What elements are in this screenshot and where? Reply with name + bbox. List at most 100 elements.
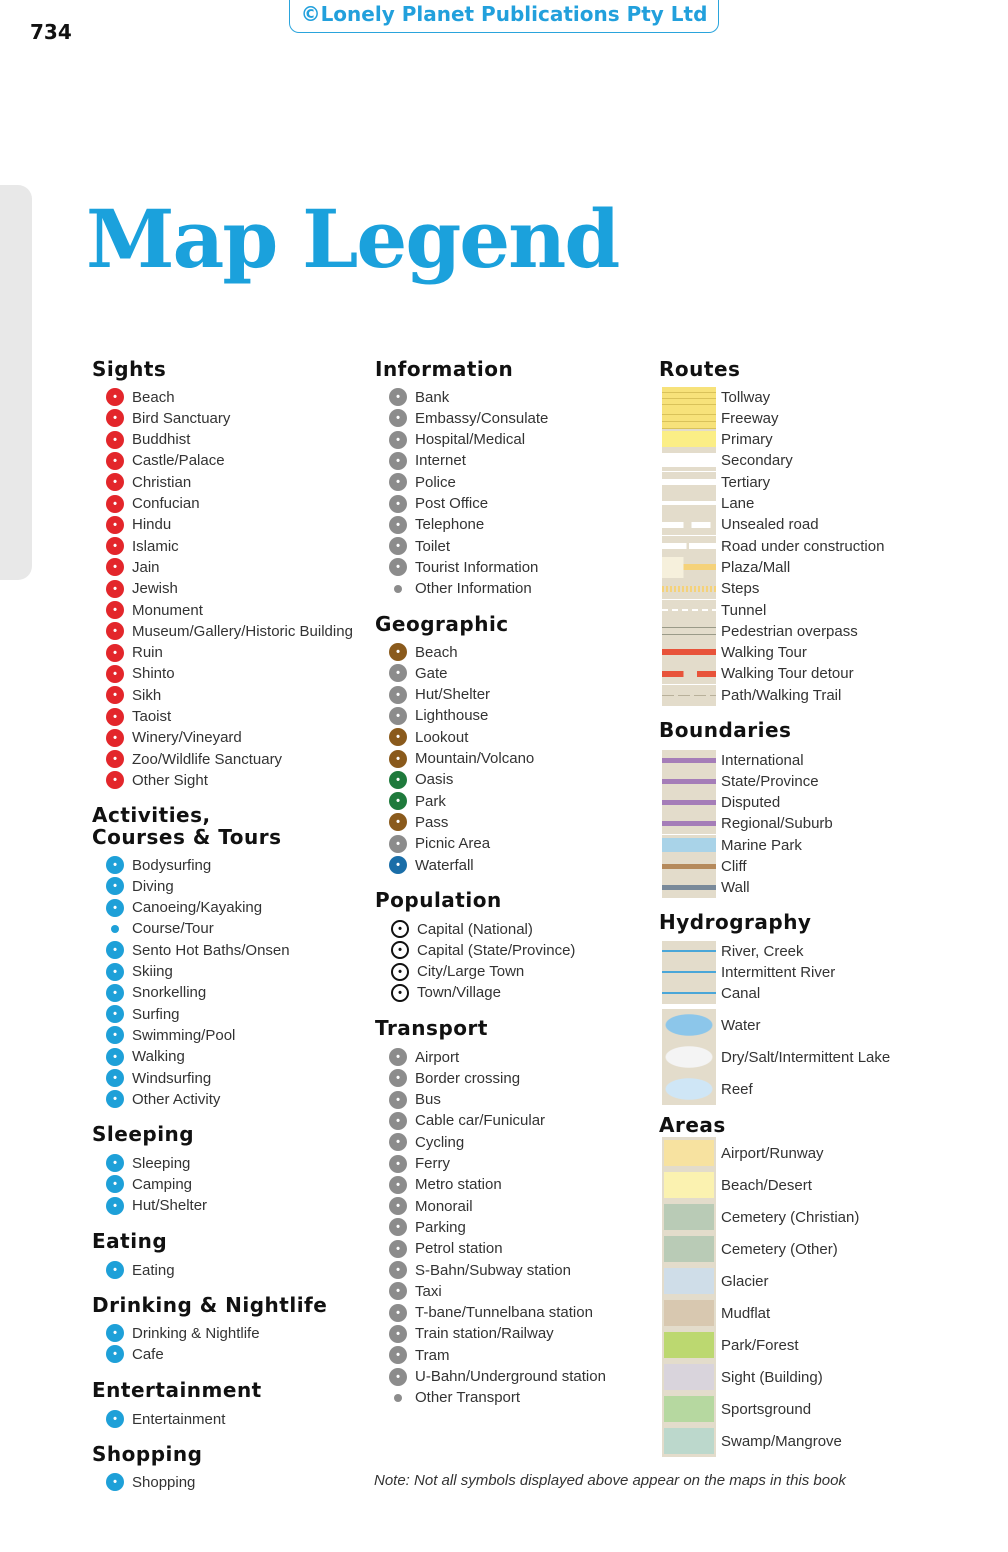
legend-item-label: Plaza/Mall [721, 558, 791, 576]
legend-item-cafe: • Cafe [106, 1344, 164, 1364]
side-tab [0, 185, 32, 580]
legend-item-label: Internet [415, 452, 466, 470]
legend-item-primary: Primary [721, 430, 773, 450]
legend-item-hut-shelter: • Hut/Shelter [389, 685, 490, 705]
secondary-swatch [662, 450, 716, 472]
gate-icon: • [389, 664, 407, 683]
legend-item-course-tour: Course/Tour [106, 919, 214, 939]
tourist-information-icon: • [389, 558, 407, 577]
legend-item-road-under-construction: Road under construction [721, 536, 884, 556]
legend-item-bus: • Bus [389, 1090, 441, 1110]
metro-station-icon: • [389, 1175, 407, 1194]
legend-item-label: Toilet [415, 537, 451, 555]
parking-icon: • [389, 1218, 407, 1237]
hut-shelter-icon: • [106, 1196, 124, 1215]
legend-item-hospital-medical: • Hospital/Medical [389, 430, 525, 450]
legend-item-label: Course/Tour [132, 920, 214, 938]
legend-item-label: Islamic [132, 537, 179, 555]
reef-swatch [662, 1073, 716, 1105]
steps-swatch [662, 578, 716, 600]
lane-swatch [662, 493, 716, 514]
drinking-nightlife-icon: • [106, 1324, 124, 1342]
legend-item-label: Tertiary [721, 473, 771, 491]
canoeing-kayaking-icon: • [106, 898, 124, 917]
cable-car-funicular-icon: • [389, 1111, 407, 1130]
legend-item-label: Telephone [415, 516, 485, 534]
picnic-area-icon: • [389, 834, 407, 853]
section-heading-shopping: Shopping [92, 1442, 203, 1466]
hospital-medical-icon: • [389, 430, 407, 449]
legend-item-label: Other Sight [132, 771, 208, 789]
ferry-icon: • [389, 1154, 407, 1173]
islamic-icon: • [106, 537, 124, 556]
legend-item-christian: • Christian [106, 472, 191, 492]
windsurfing-icon: • [106, 1069, 124, 1087]
legend-item-label: Picnic Area [415, 835, 491, 853]
legend-item-label: Lookout [415, 728, 469, 746]
legend-item-parking: • Parking [389, 1217, 466, 1237]
buddhist-icon: • [106, 430, 124, 449]
other-transport-icon [394, 1393, 402, 1402]
camping-icon: • [106, 1175, 124, 1194]
train-station-railway-icon: • [389, 1324, 407, 1343]
legend-item-label: Camping [132, 1175, 193, 1193]
skiing-icon: • [106, 962, 124, 981]
legend-item-museum-gallery-historic-building: • Museum/Gallery/Historic Building [106, 621, 353, 641]
mudflat-swatch [662, 1297, 716, 1329]
legend-item-label: Park/Forest [721, 1336, 799, 1354]
swimming-pool-icon: • [106, 1026, 124, 1045]
legend-item-plaza-mall: Plaza/Mall [721, 557, 790, 577]
section-heading-boundaries: Boundaries [659, 718, 792, 742]
legend-item-label: Drinking & Nightlife [132, 1324, 260, 1342]
internet-icon: • [389, 451, 407, 470]
legend-item-sight-building: Sight (Building) [721, 1367, 823, 1387]
legend-item-steps: Steps [721, 579, 759, 599]
tunnel-swatch [662, 599, 716, 621]
petrol-station-icon: • [389, 1239, 407, 1258]
legend-item-beach: • Beach [106, 387, 175, 407]
legend-item-label: Cafe [132, 1345, 164, 1363]
legend-item-label: Bodysurfing [132, 856, 212, 874]
legend-item-label: Cable car/Funicular [415, 1112, 546, 1130]
u-bahn-underground-station-icon: • [389, 1367, 407, 1386]
legend-item-walking-tour-detour: Walking Tour detour [721, 664, 854, 684]
other-information-icon [394, 584, 402, 593]
legend-item-pass: • Pass [389, 812, 448, 832]
legend-item-label: Airport/Runway [721, 1144, 824, 1162]
ruin-icon: • [106, 643, 124, 662]
sportsground-swatch [662, 1393, 716, 1425]
plaza-mall-swatch [662, 556, 716, 578]
page-number: 734 [30, 20, 72, 44]
legend-item-label: Gate [415, 664, 448, 682]
swamp-mangrove-swatch [662, 1425, 716, 1457]
taxi-icon: • [389, 1282, 407, 1301]
section-heading-entertainment: Entertainment [92, 1378, 262, 1402]
legend-item-label: Border crossing [415, 1069, 521, 1087]
legend-item-label: Tollway [721, 388, 771, 406]
legend-item-label: Primary [721, 431, 773, 449]
legend-item-freeway: Freeway [721, 408, 779, 428]
legend-item-state-province: State/Province [721, 771, 819, 791]
tram-icon: • [389, 1346, 407, 1365]
legend-item-cycling: • Cycling [389, 1132, 464, 1152]
legend-item-label: Entertainment [132, 1410, 226, 1428]
section-heading-drinking-nightlife: Drinking & Nightlife [92, 1293, 328, 1317]
tertiary-swatch [662, 471, 716, 493]
taoist-icon: • [106, 707, 124, 726]
legend-item-entertainment: • Entertainment [106, 1409, 225, 1429]
legend-item-label: Canoeing/Kayaking [132, 899, 263, 917]
legend-item-telephone: • Telephone [389, 515, 484, 535]
legend-item-label: Dry/Salt/Intermittent Lake [721, 1048, 891, 1066]
legend-item-label: Sikh [132, 686, 162, 704]
legend-item-label: Mudflat [721, 1304, 771, 1322]
legend-item-label: Embassy/Consulate [415, 409, 549, 427]
legend-item-label: Metro station [415, 1176, 502, 1194]
legend-item-label: Monument [132, 601, 203, 619]
telephone-icon: • [389, 515, 407, 534]
legend-item-surfing: • Surfing [106, 1004, 180, 1024]
disputed-swatch [662, 792, 716, 814]
water-swatch [662, 1009, 716, 1041]
legend-item-taoist: • Taoist [106, 707, 171, 727]
legend-item-oasis: • Oasis [389, 770, 453, 790]
legend-item-embassy-consulate: • Embassy/Consulate [389, 408, 548, 428]
